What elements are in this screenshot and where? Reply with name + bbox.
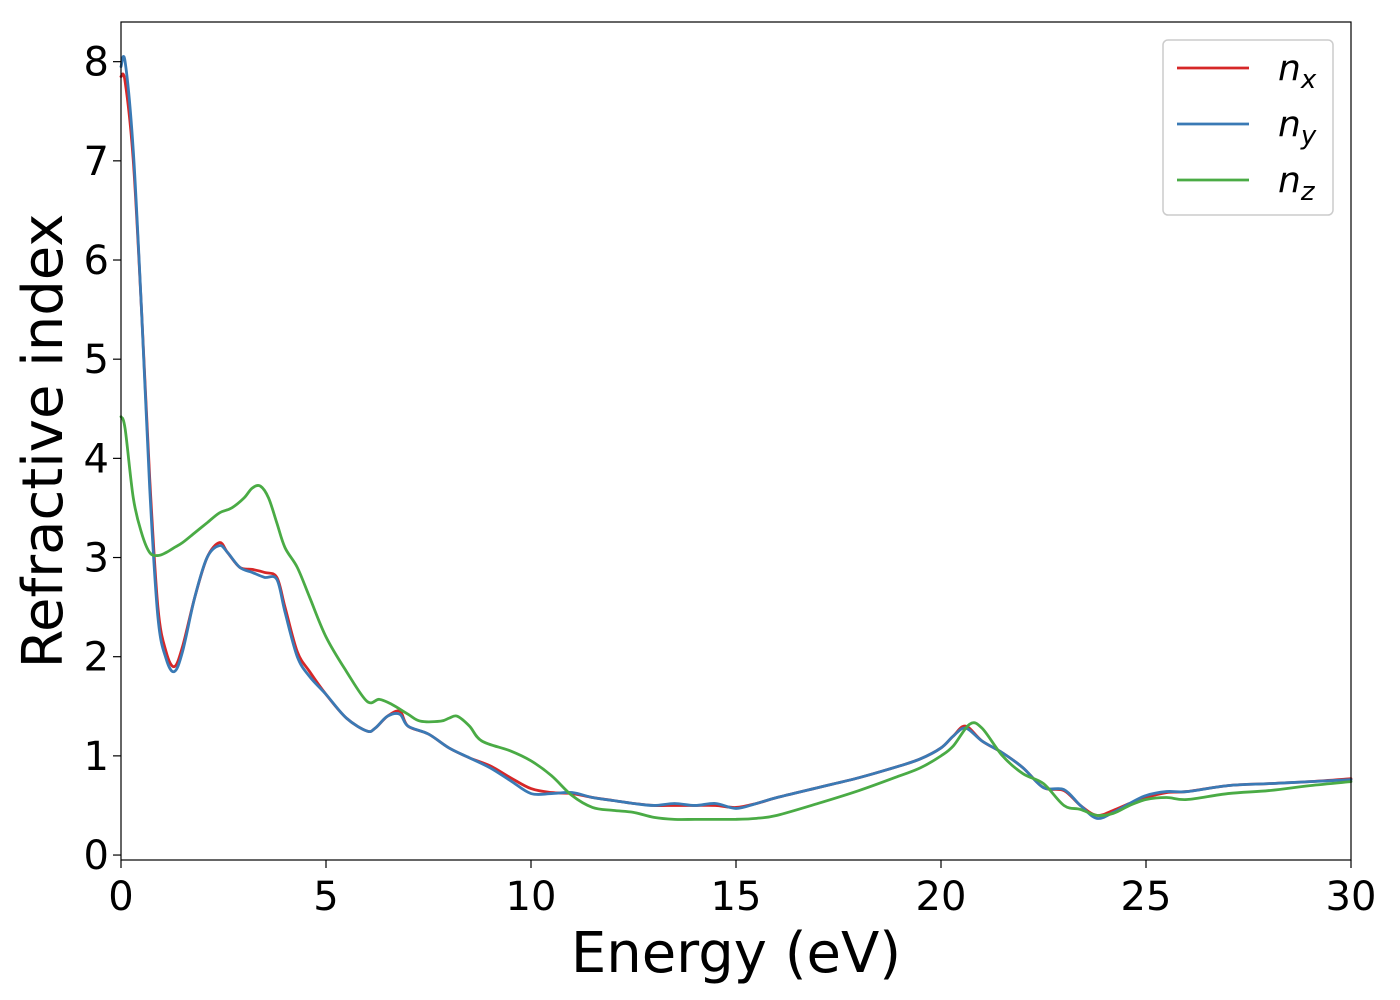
- x-tick-label: 20: [916, 874, 967, 920]
- x-tick-label: 5: [313, 874, 338, 920]
- series-line-nz: [119, 415, 1353, 821]
- y-tick-label: 8: [84, 40, 109, 86]
- y-axis-ticks: 0 1 2 3 4 5 6 7 8: [84, 40, 121, 879]
- y-tick-label: 0: [84, 833, 109, 879]
- series-layer: [119, 55, 1353, 821]
- x-tick-label: 0: [108, 874, 133, 920]
- y-tick-label: 3: [84, 536, 109, 582]
- x-tick-label: 10: [506, 874, 557, 920]
- legend-label-ny: ny: [1278, 104, 1317, 151]
- y-tick-label: 1: [84, 734, 109, 780]
- legend-label-nx: nx: [1278, 48, 1317, 95]
- series-line-ny: [119, 55, 1353, 820]
- y-tick-label: 2: [84, 635, 109, 681]
- y-axis-label: Refractive index: [11, 214, 76, 669]
- x-tick-label: 30: [1326, 874, 1377, 920]
- y-tick-label: 7: [84, 139, 109, 185]
- legend-label-nz: nz: [1278, 160, 1316, 207]
- legend-entries: nx ny nz: [1177, 48, 1317, 207]
- y-tick-label: 4: [84, 436, 109, 482]
- y-tick-label: 5: [84, 337, 109, 383]
- legend-frame: [1162, 39, 1334, 216]
- legend: nx ny nz: [1162, 39, 1334, 216]
- x-tick-label: 25: [1121, 874, 1172, 920]
- x-tick-label: 15: [711, 874, 762, 920]
- y-tick-label: 6: [84, 238, 109, 284]
- x-axis-ticks: 0 5 10 15 20 25 30: [108, 860, 1376, 920]
- x-axis-label: Energy (eV): [571, 921, 901, 986]
